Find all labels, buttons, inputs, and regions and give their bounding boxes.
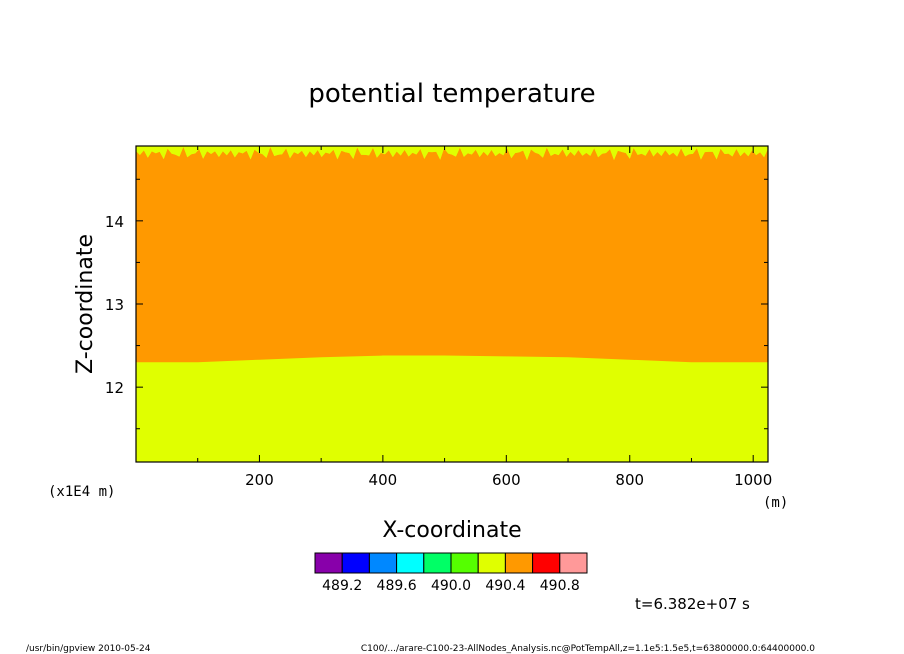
x-tick-label: 400	[369, 471, 398, 489]
chart-title: potential temperature	[308, 79, 595, 109]
colorbar-swatch	[559, 552, 588, 574]
x-unit-label: (m)	[763, 495, 788, 511]
y-unit-label: (x1E4 m)	[48, 484, 115, 500]
colorbar-swatch	[368, 552, 398, 574]
x-tick-label: 1000	[734, 471, 772, 489]
colorbar-label: 490.0	[431, 578, 471, 594]
colorbar-label: 489.6	[377, 578, 417, 594]
colorbar-swatch	[504, 552, 534, 574]
x-tick-label: 600	[492, 471, 521, 489]
y-tick-label: 13	[105, 296, 124, 314]
x-tick-label: 800	[615, 471, 644, 489]
region-orange	[136, 146, 768, 363]
colorbar-swatch	[532, 552, 561, 574]
y-tick-label: 12	[105, 379, 124, 397]
y-axis-ticks: 12 13 14	[105, 178, 768, 430]
y-axis-label: Z-coordinate	[73, 234, 98, 374]
colorbar-label: 490.4	[485, 578, 525, 594]
colorbar-label: 489.2	[322, 578, 362, 594]
colorbar-label: 490.8	[540, 578, 580, 594]
colorbar-swatch	[423, 552, 452, 574]
colorbar: 489.2 489.6 490.0 490.4 490.8	[314, 552, 588, 594]
colorbar-swatch	[341, 552, 370, 574]
colorbar-swatch	[396, 552, 425, 574]
region-top-yellow	[136, 146, 768, 161]
plot-area	[136, 146, 768, 462]
y-tick-label: 14	[105, 213, 124, 231]
time-label: t=6.382e+07 s	[635, 595, 750, 613]
footer-right: C100/.../arare-C100-23-AllNodes_Analysis…	[361, 644, 815, 654]
x-axis-label: X-coordinate	[382, 518, 521, 543]
x-tick-label: 200	[245, 471, 274, 489]
colorbar-swatch	[477, 552, 506, 574]
x-axis-ticks: 200 400 600 800 1000	[197, 146, 772, 489]
colorbar-swatch	[450, 552, 479, 574]
footer-left: /usr/bin/gpview 2010-05-24	[26, 644, 151, 654]
colorbar-swatch	[314, 552, 343, 574]
